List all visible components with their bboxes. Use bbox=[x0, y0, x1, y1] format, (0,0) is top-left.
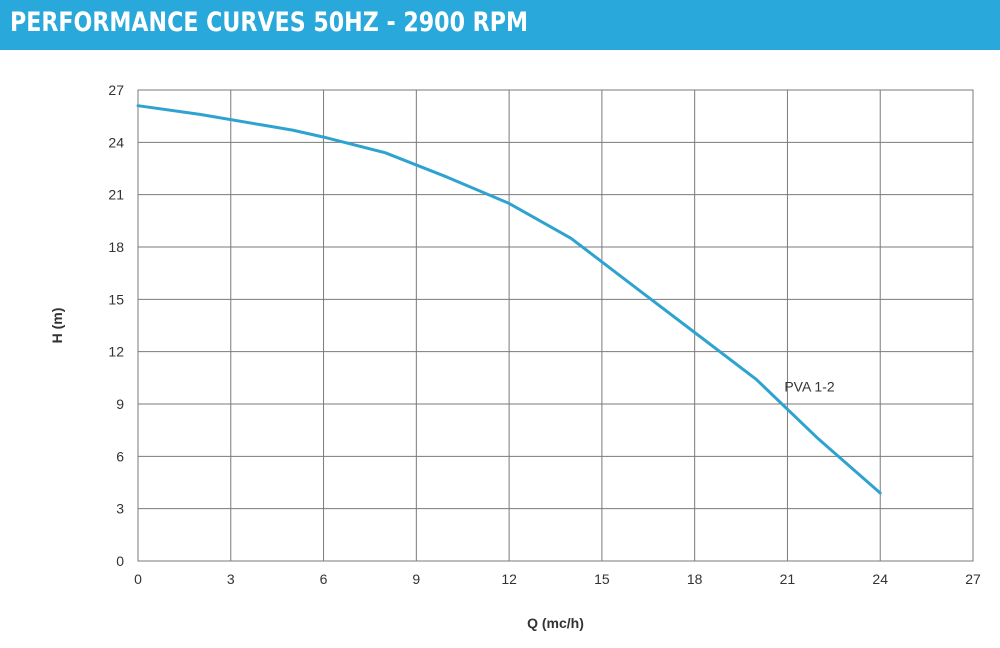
series-line bbox=[136, 104, 882, 495]
x-tick-label: 12 bbox=[501, 571, 517, 587]
page-title: PERFORMANCE CURVES 50HZ - 2900 RPM bbox=[10, 7, 528, 38]
x-tick-label: 18 bbox=[687, 571, 703, 587]
x-tick-label: 3 bbox=[227, 571, 235, 587]
grid bbox=[137, 89, 974, 562]
plot-border bbox=[137, 89, 974, 562]
y-tick-label: 15 bbox=[108, 291, 124, 307]
y-tick-label: 6 bbox=[116, 448, 124, 464]
y-tick-label: 9 bbox=[116, 396, 124, 412]
y-tick-label: 21 bbox=[108, 187, 124, 203]
x-tick-label: 6 bbox=[320, 571, 328, 587]
plot-frame bbox=[137, 89, 974, 562]
y-tick-label: 27 bbox=[108, 82, 124, 98]
header-bar: PERFORMANCE CURVES 50HZ - 2900 RPM bbox=[0, 0, 1000, 50]
y-tick-label: 24 bbox=[108, 134, 124, 150]
series bbox=[136, 104, 882, 495]
x-tick-label: 0 bbox=[134, 571, 142, 587]
x-tick-label: 24 bbox=[872, 571, 888, 587]
x-tick-label: 9 bbox=[412, 571, 420, 587]
x-axis-ticks: 0 3 6 9 12 15 18 21 24 27 bbox=[134, 571, 981, 587]
y-axis-ticks: 0 3 6 9 12 15 18 21 24 27 bbox=[108, 82, 124, 569]
y-tick-label: 18 bbox=[108, 239, 124, 255]
y-tick-label: 3 bbox=[116, 501, 124, 517]
x-tick-label: 27 bbox=[965, 571, 981, 587]
x-tick-label: 15 bbox=[594, 571, 610, 587]
x-axis-title: Q (mc/h) bbox=[527, 615, 584, 631]
x-tick-label: 21 bbox=[780, 571, 796, 587]
y-tick-label: 12 bbox=[108, 344, 124, 360]
y-tick-label: 0 bbox=[116, 553, 124, 569]
series-label: PVA 1-2 bbox=[784, 379, 835, 395]
y-axis-title: H (m) bbox=[49, 308, 65, 344]
